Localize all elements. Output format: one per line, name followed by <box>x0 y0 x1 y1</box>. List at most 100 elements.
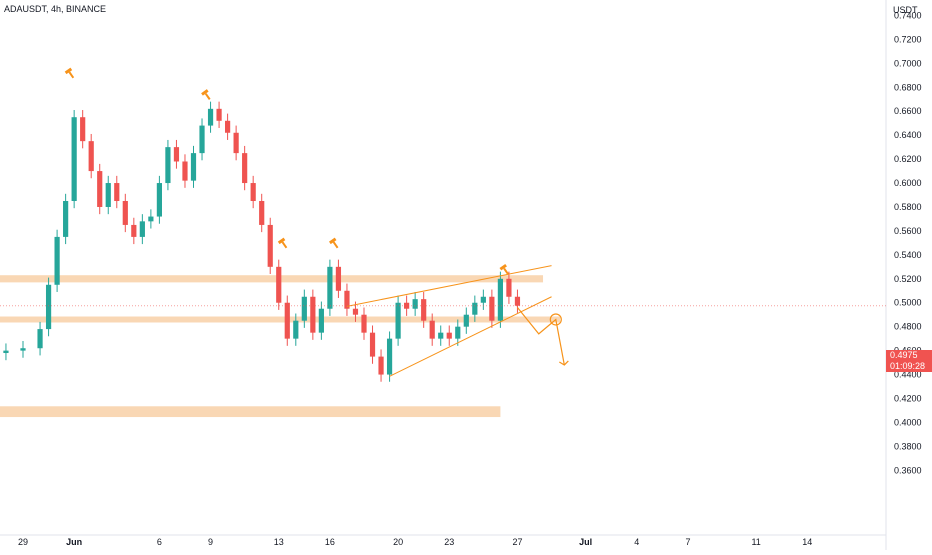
candle-body <box>122 200 128 225</box>
hammer-handle <box>68 71 75 79</box>
candle-body <box>335 266 342 291</box>
candle-body <box>344 290 350 309</box>
candle-body <box>259 200 265 225</box>
x-tick-label: 6 <box>157 537 162 547</box>
candle-body <box>80 117 86 142</box>
candle-body <box>386 338 393 375</box>
x-tick-label: Jul <box>579 537 592 547</box>
wedge-upper-line <box>346 265 552 307</box>
candle-body <box>20 348 26 351</box>
candle-body <box>514 296 521 306</box>
candle-body <box>301 296 307 321</box>
hammer-marker-icon <box>499 263 509 275</box>
candle-body <box>480 296 486 303</box>
y-tick-label: 0.6400 <box>894 130 922 140</box>
last-price-value: 0.4975 <box>890 350 918 360</box>
hammer-handle <box>204 93 211 100</box>
wedge-lower-line <box>389 296 552 377</box>
y-tick-label: 0.5400 <box>894 250 922 260</box>
projection-arrowhead <box>559 360 569 366</box>
candle-body <box>446 332 452 339</box>
last-price-badge: 0.4975 01:09:28 <box>886 350 932 372</box>
y-tick-label: 0.4400 <box>894 370 922 380</box>
x-tick-label: 23 <box>444 537 454 547</box>
y-tick-label: 0.5000 <box>894 298 922 308</box>
hammer-marker-icon <box>201 89 211 100</box>
y-tick-label: 0.5800 <box>894 202 922 212</box>
candle-body <box>276 266 282 303</box>
hammer-marker-icon <box>64 67 75 79</box>
symbol-label: ADAUSDT, 4h, BINANCE <box>4 4 107 14</box>
candle-body <box>421 299 427 321</box>
candle-body <box>404 302 410 309</box>
hammer-head <box>499 263 507 271</box>
candle-body <box>233 132 239 154</box>
y-tick-label: 0.4800 <box>894 322 922 332</box>
currency-label: USDT <box>893 5 918 15</box>
candle-body <box>225 120 231 133</box>
hammer-handle <box>503 267 509 275</box>
candle-body <box>190 153 197 181</box>
candle-body <box>361 314 367 333</box>
candle-body <box>97 171 103 207</box>
y-tick-label: 0.5600 <box>894 226 922 236</box>
x-tick-label: 7 <box>685 537 690 547</box>
y-tick-label: 0.6200 <box>894 154 922 164</box>
sr-zone <box>0 316 561 323</box>
hammer-head <box>329 237 337 245</box>
y-tick-label: 0.7200 <box>894 34 922 44</box>
x-tick-label: 11 <box>751 537 760 547</box>
candle-body <box>71 117 77 201</box>
candle-body <box>429 320 435 339</box>
candle-body <box>139 221 145 237</box>
candle-body <box>318 308 324 333</box>
candle-body <box>497 278 503 321</box>
hammer-marker-icon <box>277 237 288 249</box>
candle-body <box>455 326 461 339</box>
candle-body <box>412 299 418 309</box>
candle-body <box>378 356 384 375</box>
candle-body <box>45 284 52 330</box>
y-tick-label: 0.4000 <box>894 417 922 427</box>
y-tick-label: 0.6600 <box>894 106 922 116</box>
candle-body <box>352 308 359 315</box>
candle-body <box>54 236 60 285</box>
candle-body <box>284 302 290 339</box>
breakout-circle <box>549 313 562 326</box>
sr-zone <box>0 406 501 418</box>
candle-body <box>267 224 273 267</box>
candle-body <box>216 108 222 121</box>
candle-body <box>207 108 214 126</box>
sr-zone <box>0 275 544 283</box>
candle-body <box>199 125 205 154</box>
candle-body <box>37 329 43 349</box>
x-tick-label: 4 <box>634 537 639 547</box>
candle-body <box>3 350 9 354</box>
candle-body <box>369 332 376 357</box>
candle-body <box>148 216 154 222</box>
x-tick-label: 13 <box>274 537 284 547</box>
projection-path <box>516 307 565 366</box>
candle-body <box>114 183 120 201</box>
candle-body <box>293 320 299 339</box>
y-tick-label: 0.5200 <box>894 274 922 284</box>
x-tick-label: 14 <box>802 537 812 547</box>
x-tick-label: 29 <box>18 537 28 547</box>
x-tick-label: 16 <box>325 537 335 547</box>
candle-body <box>310 296 316 333</box>
x-tick-label: 20 <box>393 537 403 547</box>
candle-body <box>105 183 111 207</box>
y-tick-label: 0.7000 <box>894 58 922 68</box>
hammer-head <box>64 67 73 75</box>
y-tick-label: 0.6000 <box>894 178 922 188</box>
y-tick-label: 0.7400 <box>894 10 922 20</box>
y-tick-label: 0.3600 <box>894 465 922 475</box>
candle-body <box>242 153 248 184</box>
x-tick-label: Jun <box>66 537 82 547</box>
hammer-head <box>277 237 286 245</box>
candle-body <box>131 224 137 237</box>
candle-body <box>156 183 162 217</box>
y-tick-label: 0.3800 <box>894 441 922 451</box>
